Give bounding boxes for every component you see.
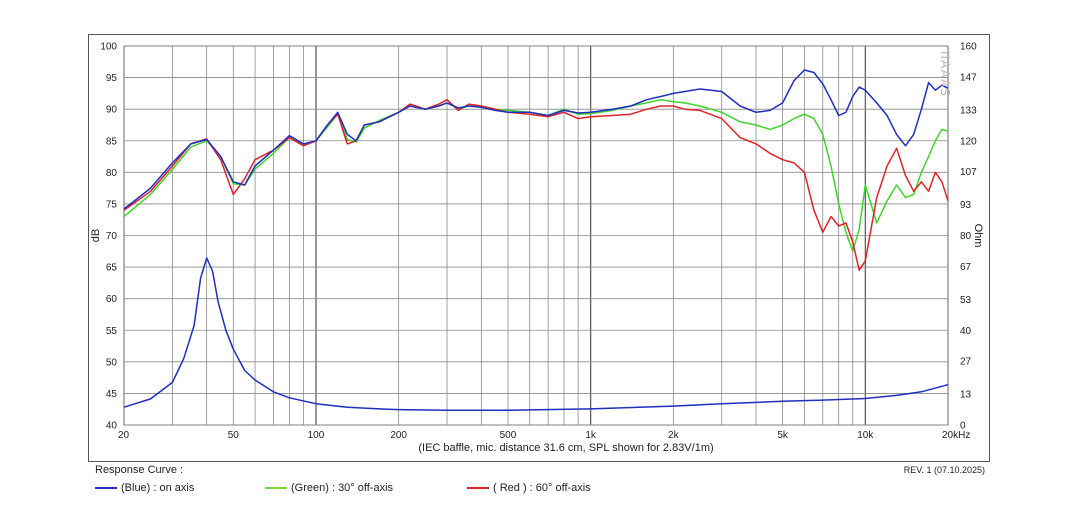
y2-tick-label: 160 bbox=[960, 42, 977, 53]
x-tick-label: 20kHz bbox=[942, 430, 970, 441]
legend-title: Response Curve : bbox=[95, 464, 184, 476]
y2-tick-label: 147 bbox=[960, 72, 977, 83]
y-tick-label: 70 bbox=[106, 231, 118, 242]
legend-swatch-blue bbox=[95, 487, 117, 490]
x-tick-label: 20 bbox=[118, 430, 130, 441]
chart-caption: (IEC baffle, mic. distance 31.6 cm, SPL … bbox=[418, 442, 713, 454]
y2-tick-label: 93 bbox=[960, 200, 972, 211]
watermark: IIAAAS bbox=[938, 51, 952, 97]
x-tick-label: 2k bbox=[668, 430, 680, 441]
y2-tick-label: 27 bbox=[960, 357, 972, 368]
x-tick-label: 5k bbox=[777, 430, 789, 441]
revision-label: REV. 1 (07.10.2025) bbox=[903, 465, 985, 475]
legend-item-blue: (Blue) : on axis bbox=[95, 482, 194, 494]
y-tick-label: 100 bbox=[100, 42, 117, 53]
y2-tick-label: 53 bbox=[960, 295, 972, 306]
x-tick-label: 100 bbox=[308, 430, 325, 441]
y2-tick-label: 67 bbox=[960, 262, 972, 273]
legend-label-blue: (Blue) : on axis bbox=[121, 482, 195, 494]
y2-tick-label: 107 bbox=[960, 167, 977, 178]
chart-labels: 100 95 90 85 80 75 70 65 60 55 50 45 40 160 147 133 120 1… bbox=[100, 42, 977, 442]
series-line-impedance bbox=[123, 257, 949, 412]
y-tick-label: 80 bbox=[106, 168, 118, 179]
legend-swatch-red bbox=[467, 487, 489, 490]
chart-grid bbox=[123, 45, 949, 426]
y-tick-label: 50 bbox=[106, 357, 118, 368]
y-tick-label: 75 bbox=[106, 199, 118, 210]
x-tick-label: 200 bbox=[390, 430, 407, 441]
x-tick-label: 1k bbox=[585, 430, 597, 441]
x-tick-label: 10k bbox=[857, 430, 874, 441]
y2-tick-label: 133 bbox=[960, 105, 977, 116]
y-tick-label: 85 bbox=[106, 136, 118, 147]
y2-tick-label: 120 bbox=[960, 136, 977, 147]
y-tick-label: 95 bbox=[106, 73, 118, 84]
legend-label-red: ( Red ) : 60° off-axis bbox=[493, 482, 591, 494]
chart-frame: 100 95 90 85 80 75 70 65 60 55 50 45 40 160 147 133 120 1… bbox=[88, 34, 990, 462]
y2-tick-label: 13 bbox=[960, 390, 972, 401]
y2-axis-label: Ohm bbox=[972, 224, 984, 248]
frequency-response-chart: 100 95 90 85 80 75 70 65 60 55 50 45 40 160 147 133 120 1… bbox=[90, 42, 984, 455]
y2-tick-label: 40 bbox=[960, 326, 972, 337]
legend-label-green: (Green) : 30° off-axis bbox=[291, 482, 394, 494]
y-tick-label: 55 bbox=[106, 326, 118, 337]
y-tick-label: 65 bbox=[106, 263, 118, 274]
legend: Response Curve : (Blue) : on axis (Green… bbox=[95, 464, 591, 494]
x-tick-label: 500 bbox=[500, 430, 517, 441]
y-axis-label: dB bbox=[90, 229, 102, 242]
series-line-on-axis bbox=[123, 69, 949, 210]
legend-swatch-green bbox=[265, 487, 287, 490]
y-tick-label: 45 bbox=[106, 389, 118, 400]
legend-item-red: ( Red ) : 60° off-axis bbox=[467, 482, 591, 494]
y-tick-label: 60 bbox=[106, 294, 118, 305]
y2-tick-label: 0 bbox=[960, 421, 966, 432]
legend-item-green: (Green) : 30° off-axis bbox=[265, 482, 393, 494]
y-tick-label: 90 bbox=[106, 105, 118, 116]
y2-tick-label: 80 bbox=[960, 231, 972, 242]
series-line-60deg bbox=[123, 98, 949, 271]
x-tick-label: 50 bbox=[228, 430, 240, 441]
chart-curves bbox=[123, 69, 949, 412]
y-tick-label: 40 bbox=[106, 421, 118, 432]
